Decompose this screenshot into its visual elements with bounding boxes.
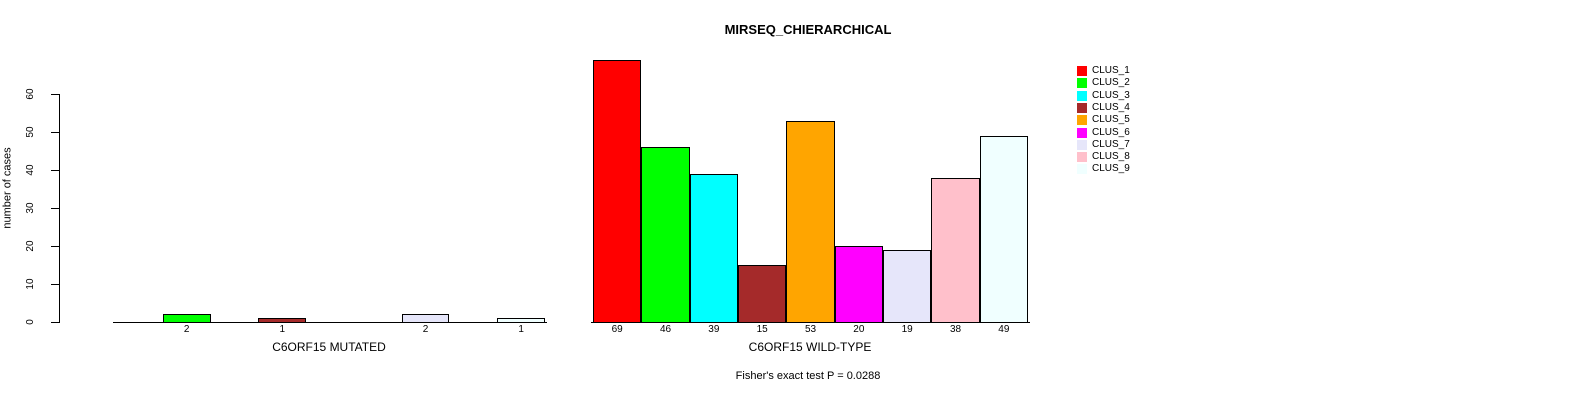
y-tick [51, 208, 59, 209]
legend-label: CLUS_7 [1092, 138, 1130, 150]
legend-swatch [1077, 127, 1087, 138]
bar-value-label: 15 [756, 324, 768, 335]
legend-label: CLUS_2 [1092, 77, 1130, 89]
bar-clus_4 [258, 318, 307, 323]
bar-value-label: 49 [998, 324, 1010, 335]
bar-value-label: 39 [708, 324, 720, 335]
bar-clus_1 [593, 59, 642, 323]
x-axis-label-mutated: C6ORF15 MUTATED [272, 340, 386, 354]
y-tick-label: 10 [25, 278, 36, 290]
bar-clus_9 [497, 318, 545, 323]
legend-swatch [1077, 66, 1087, 76]
legend-label: CLUS_4 [1092, 101, 1130, 113]
y-axis-label: number of cases [1, 147, 14, 229]
bar-value-label: 53 [804, 324, 817, 335]
bar-clus_7 [883, 249, 932, 323]
bar-value-label: 1 [518, 324, 524, 335]
legend-label: CLUS_9 [1092, 163, 1130, 175]
legend-label: CLUS_5 [1092, 114, 1130, 126]
bar-value-label: 2 [422, 324, 429, 335]
y-axis-line [59, 94, 60, 323]
bar-clus_2 [641, 147, 690, 323]
x-axis-line [113, 322, 547, 323]
y-tick [51, 246, 59, 247]
y-tick-label: 60 [25, 88, 36, 100]
y-tick-label: 20 [25, 240, 36, 252]
bar-clus_3 [689, 173, 738, 323]
legend-swatch [1077, 78, 1087, 89]
bar-clus_2 [162, 314, 211, 323]
bar-clus_9 [979, 135, 1028, 323]
y-tick-label: 0 [25, 319, 36, 325]
bar-clus_4 [738, 265, 787, 323]
y-tick [51, 170, 59, 171]
y-tick [51, 284, 59, 285]
y-tick [51, 94, 59, 95]
bar-value-label: 20 [853, 324, 865, 335]
legend-swatch [1077, 164, 1087, 175]
bar-value-label: 19 [901, 324, 913, 335]
y-tick [51, 132, 59, 133]
y-tick [51, 322, 59, 323]
y-tick-label: 40 [25, 164, 36, 176]
bar-value-label: 1 [279, 324, 285, 335]
bar-value-label: 46 [659, 324, 672, 335]
bar-clus_8 [931, 177, 980, 323]
legend-swatch [1077, 139, 1087, 150]
bar-clus_7 [401, 314, 450, 323]
legend-swatch [1077, 115, 1087, 126]
legend-swatch [1077, 90, 1087, 101]
y-tick-label: 50 [25, 126, 36, 138]
legend-label: CLUS_1 [1092, 65, 1130, 76]
bar-clus_5 [786, 120, 835, 323]
y-tick-label: 30 [25, 202, 36, 214]
bar-value-label: 38 [949, 324, 962, 335]
bar-clus_6 [834, 246, 883, 323]
bar-value-label: 69 [611, 324, 623, 335]
legend-swatch [1077, 102, 1087, 113]
legend-label: CLUS_8 [1092, 151, 1130, 163]
fisher-test-note: Fisher's exact test P = 0.0288 [735, 370, 881, 382]
x-axis-label-wildtype: C6ORF15 WILD-TYPE [748, 340, 872, 354]
bar-value-label: 2 [183, 324, 190, 335]
legend-label: CLUS_3 [1092, 89, 1130, 101]
legend-swatch [1077, 152, 1087, 163]
chart-title: MIRSEQ_CHIERARCHICAL [724, 22, 892, 37]
legend-label: CLUS_6 [1092, 126, 1130, 138]
